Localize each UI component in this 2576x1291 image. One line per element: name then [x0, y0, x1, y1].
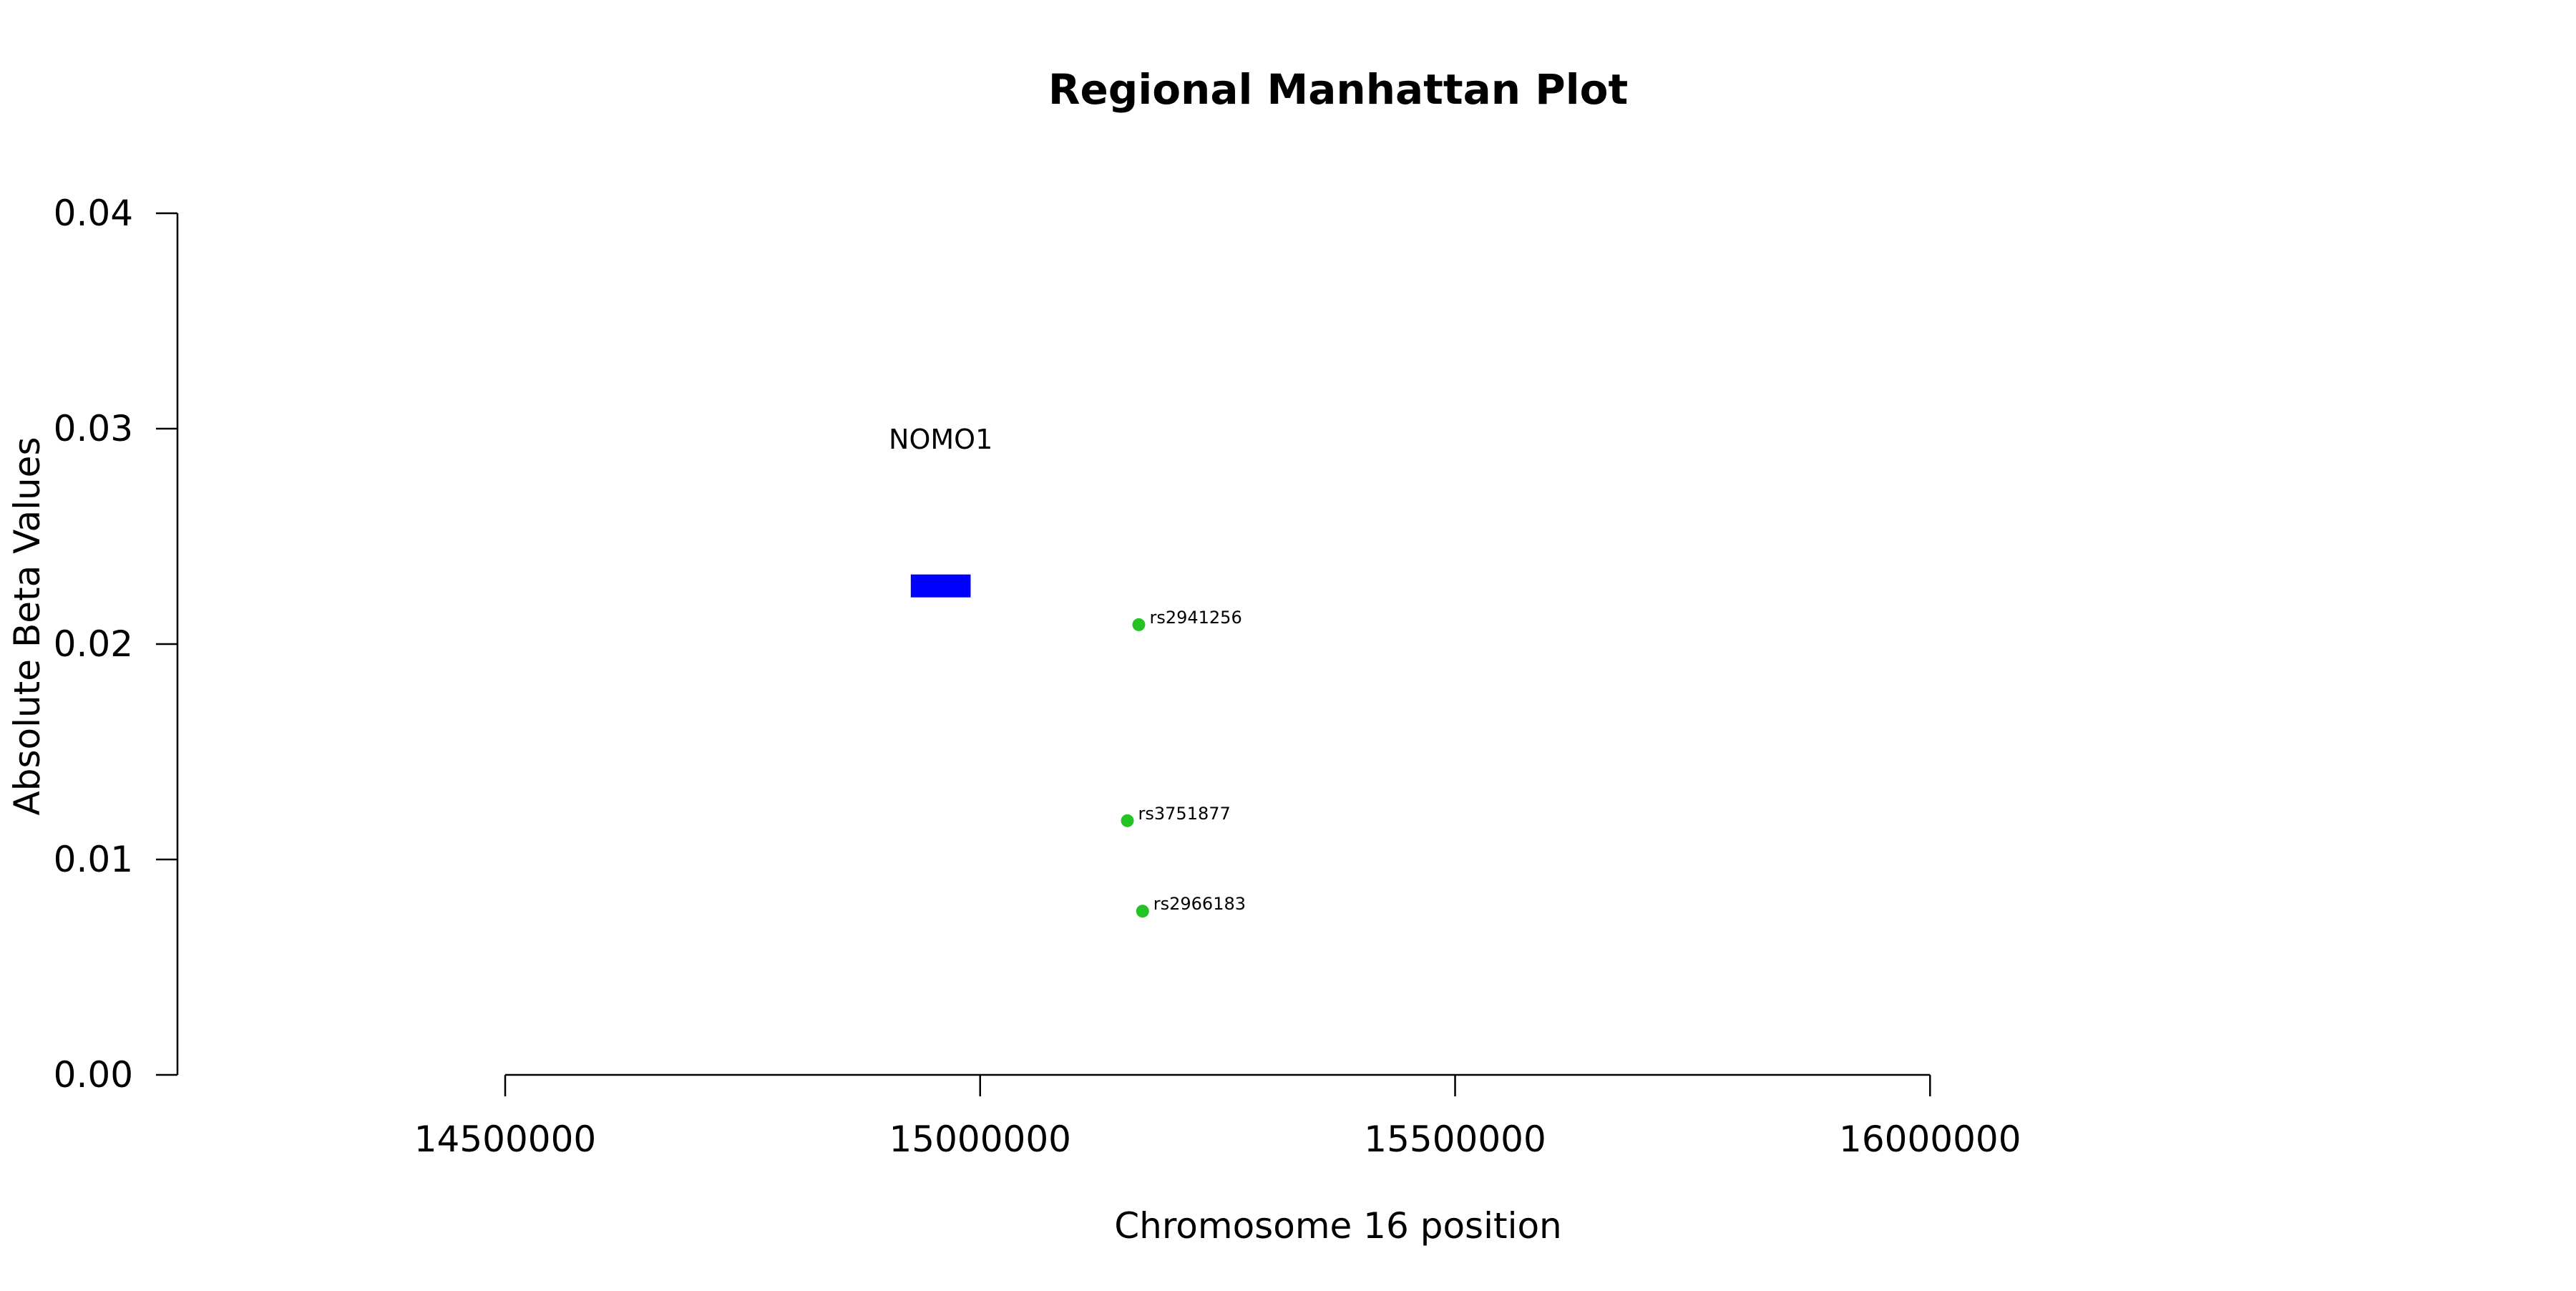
y-tick-label: 0.01: [54, 839, 133, 880]
x-tick-label: 15500000: [1364, 1119, 1546, 1160]
y-tick-label: 0.02: [54, 623, 133, 665]
gene-label: NOMO1: [889, 424, 992, 455]
snp-label: rs2966183: [1153, 894, 1246, 914]
snp-label: rs2941256: [1149, 608, 1241, 628]
y-tick-label: 0.00: [54, 1054, 133, 1096]
y-tick-label: 0.03: [54, 408, 133, 449]
x-tick-label: 16000000: [1839, 1119, 2021, 1160]
y-axis: 0.00 0.01 0.02 0.03 0.04: [54, 193, 179, 1096]
plot-marks: NOMO1 rs2941256 rs3751877 rs2966183: [889, 424, 1246, 918]
y-tick-label: 0.04: [54, 193, 133, 234]
x-axis-label: Chromosome 16 position: [1114, 1205, 1562, 1247]
snp-label: rs3751877: [1138, 804, 1231, 824]
y-axis-label: Absolute Beta Values: [6, 437, 48, 816]
snp-point: [1132, 618, 1146, 631]
x-tick-label: 14500000: [414, 1119, 597, 1160]
gene-bar: [910, 574, 971, 598]
snp-point: [1136, 905, 1149, 918]
x-tick-label: 15000000: [889, 1119, 1072, 1160]
x-axis: 14500000 15000000 15500000 16000000: [414, 1073, 2021, 1160]
snp-point: [1121, 814, 1134, 827]
chart-title: Regional Manhattan Plot: [1048, 65, 1628, 114]
